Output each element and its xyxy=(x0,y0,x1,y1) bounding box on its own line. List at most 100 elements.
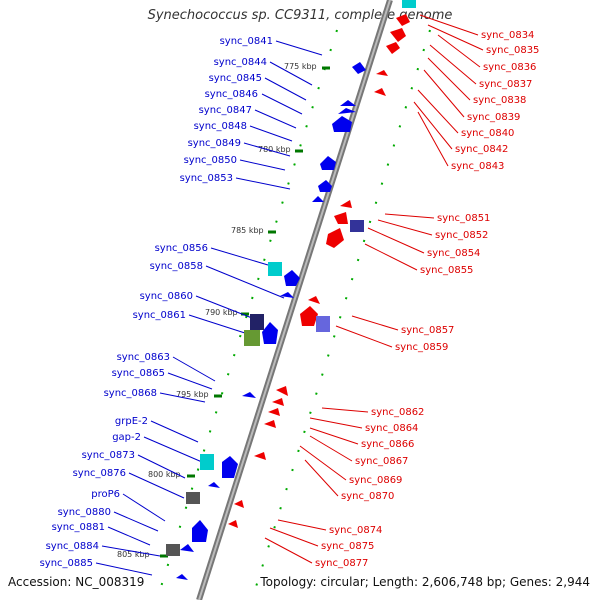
gene-label: sync_0853 xyxy=(180,173,233,184)
gene-label: sync_0865 xyxy=(112,368,165,379)
tick-label: 805 kbp xyxy=(117,550,150,559)
gene-feature xyxy=(332,116,352,132)
gene-label: sync_0852 xyxy=(435,230,488,241)
gene-feature xyxy=(192,520,208,542)
tick-label: 800 kbp xyxy=(148,470,181,479)
gene-label: sync_0873 xyxy=(82,450,135,461)
gene-label: sync_0841 xyxy=(220,36,273,47)
rna-gene xyxy=(402,0,416,8)
gene-label: sync_0858 xyxy=(150,261,203,272)
gene-label: sync_0847 xyxy=(199,105,252,116)
gene-label: sync_0850 xyxy=(184,155,237,166)
gene-label: sync_0854 xyxy=(427,248,480,259)
gene-label: sync_0849 xyxy=(188,138,241,149)
reverse-strand-guide xyxy=(254,29,431,591)
forward-genes xyxy=(176,62,366,580)
pseudo-gene xyxy=(186,492,200,504)
gene-label: sync_0867 xyxy=(355,456,408,467)
gene-feature xyxy=(208,482,220,488)
gene-label: sync_0874 xyxy=(329,525,382,536)
left-leader-lines xyxy=(95,40,323,576)
gene-feature xyxy=(312,196,324,202)
gene-label: sync_0856 xyxy=(155,243,208,254)
gene-label: sync_0860 xyxy=(140,291,193,302)
gene-feature xyxy=(280,292,294,298)
gene-label: sync_0881 xyxy=(52,522,105,533)
gene-label: sync_0863 xyxy=(117,352,170,363)
gene-label: sync_0880 xyxy=(58,507,111,518)
other-gene xyxy=(316,316,330,332)
other-gene xyxy=(350,220,364,232)
gene-feature xyxy=(228,520,238,528)
gene-label: sync_0838 xyxy=(473,95,526,106)
gene-label: sync_0843 xyxy=(451,161,504,172)
tick-label: 780 kbp xyxy=(258,145,291,154)
gene-feature xyxy=(340,100,356,106)
gene-label: sync_0844 xyxy=(214,57,267,68)
gene-feature xyxy=(396,14,410,26)
gene-label: sync_0836 xyxy=(483,62,536,73)
gene-feature xyxy=(374,88,386,96)
tick-label: 775 kbp xyxy=(284,62,317,71)
gene-label: sync_0862 xyxy=(371,407,424,418)
gene-feature xyxy=(318,180,332,192)
right-leader-lines xyxy=(264,14,484,564)
gene-feature xyxy=(268,408,280,416)
tick-label: 785 kbp xyxy=(231,226,264,235)
gene-label: sync_0870 xyxy=(341,491,394,502)
gene-label: sync_0842 xyxy=(455,144,508,155)
other-gene xyxy=(244,330,260,346)
gene-feature xyxy=(272,398,284,406)
right-labels: sync_0834 sync_0835 sync_0836 sync_0837 … xyxy=(315,30,539,569)
gene-label: sync_0864 xyxy=(365,423,418,434)
gene-label: sync_0848 xyxy=(194,121,247,132)
gene-label: sync_0845 xyxy=(209,73,262,84)
gene-label: gap-2 xyxy=(112,432,141,443)
tick-label: 795 kbp xyxy=(176,390,209,399)
gene-label: sync_0876 xyxy=(73,468,126,479)
rna-gene xyxy=(200,454,214,470)
gene-label: sync_0857 xyxy=(401,325,454,336)
gene-label: sync_0859 xyxy=(395,342,448,353)
gene-label: sync_0869 xyxy=(349,475,402,486)
gene-feature xyxy=(276,386,288,396)
gene-label: sync_0840 xyxy=(461,128,514,139)
gene-feature xyxy=(180,544,194,552)
gene-label: sync_0846 xyxy=(205,89,258,100)
gene-feature xyxy=(386,42,400,54)
gene-feature xyxy=(334,212,348,224)
gene-feature xyxy=(376,70,388,76)
gene-label: sync_0851 xyxy=(437,213,490,224)
left-labels: sync_0841 sync_0844 sync_0845 sync_0846 … xyxy=(40,36,273,569)
gene-feature xyxy=(242,392,256,398)
gene-feature xyxy=(264,420,276,428)
gene-label: sync_0875 xyxy=(321,541,374,552)
gene-feature xyxy=(300,306,318,326)
gene-label: sync_0884 xyxy=(46,541,99,552)
gene-feature xyxy=(222,456,238,478)
gene-label: sync_0885 xyxy=(40,558,93,569)
gene-feature xyxy=(234,500,244,508)
gene-feature xyxy=(390,28,406,42)
gene-feature xyxy=(308,296,320,304)
gene-label: sync_0834 xyxy=(481,30,534,41)
gene-label: sync_0868 xyxy=(104,388,157,399)
gene-label: sync_0839 xyxy=(467,112,520,123)
other-genes xyxy=(166,0,416,556)
gene-label: sync_0861 xyxy=(133,310,186,321)
gene-label: sync_0877 xyxy=(315,558,368,569)
gene-label: sync_0855 xyxy=(420,265,473,276)
gene-feature xyxy=(340,200,352,208)
gene-label: sync_0837 xyxy=(479,79,532,90)
gene-feature xyxy=(352,62,366,74)
gene-feature xyxy=(262,322,278,344)
gene-feature xyxy=(320,156,336,170)
gene-label: sync_0835 xyxy=(486,45,539,56)
tick-label: 790 kbp xyxy=(205,308,238,317)
reverse-genes xyxy=(228,14,410,528)
gene-label: sync_0866 xyxy=(361,439,414,450)
other-gene xyxy=(250,314,264,330)
gene-label: grpE-2 xyxy=(115,416,148,427)
gene-feature xyxy=(338,108,356,114)
